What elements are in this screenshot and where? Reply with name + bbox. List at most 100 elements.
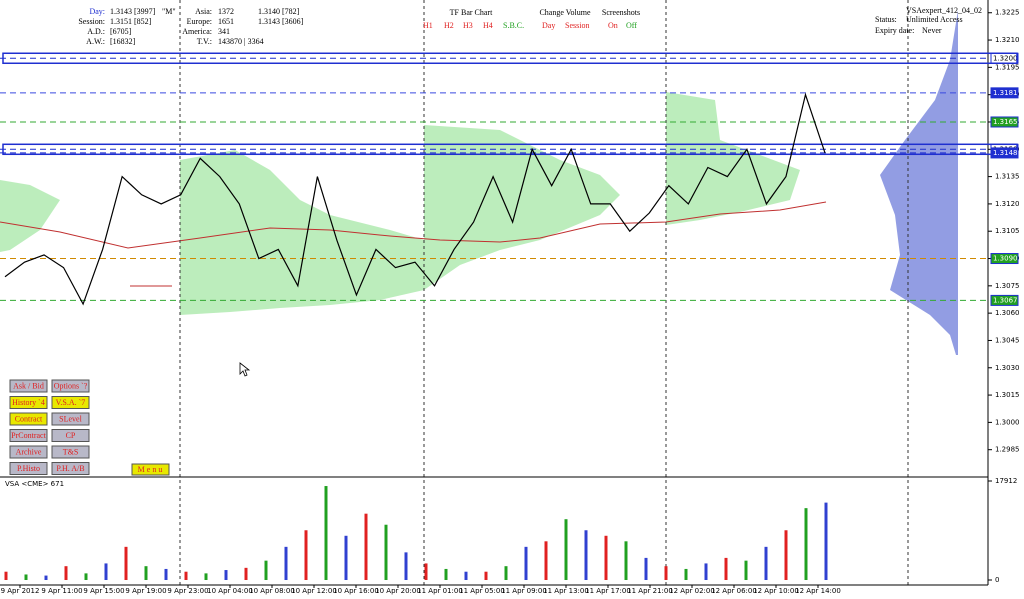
button-label[interactable]: P.Histo [17,464,40,473]
info-value: [16832] [110,37,136,46]
volume-bar [524,546,528,580]
volume-bar [264,560,268,580]
info-value: 1.3143 [3997] [110,7,156,16]
volume-bar [744,560,748,580]
button[interactable] [9,396,48,409]
expiry-label: Expiry date: [875,26,914,35]
volume-bar [84,573,88,580]
region-value: 1.3143 [3606] [258,17,304,26]
button-label[interactable]: Ask / Bid [13,381,44,390]
volume-bar [784,530,788,580]
screenshots-option[interactable]: On [608,21,618,30]
screenshots-option[interactable]: Off [626,21,637,30]
time-label: 12 Apr 06:00 [711,587,757,595]
level-zone [2,52,1018,65]
tf-option[interactable]: H1 [423,21,433,30]
volume-bar [804,508,808,580]
volume-profile-green [0,180,60,252]
controls: TF Bar Chart H1 H2 H3 H4 S.B.C. Change V… [423,8,640,30]
level-label: 1.3148 [993,149,1018,157]
volume-profile-green [424,125,620,290]
button[interactable] [9,462,48,475]
time-label: 12 Apr 02:00 [669,587,715,595]
time-label: 11 Apr 01:00 [417,587,463,595]
level-label: 1.3090 [993,255,1018,263]
moving-average [0,201,827,249]
tf-option[interactable]: S.B.C. [503,21,524,30]
volume-bar [144,566,148,580]
volume-bar [244,567,248,580]
button-label[interactable]: History `4 [12,398,45,407]
menu-button[interactable] [131,463,170,476]
time-label: 12 Apr 10:00 [753,587,799,595]
info-label: Day: [89,7,105,16]
volume-bar [64,566,68,580]
button-label[interactable]: Options `? [54,381,88,390]
info-value: 1.3151 [852] [110,17,152,26]
volume-bar [444,568,448,580]
volume-bar [504,566,508,580]
button[interactable] [9,412,48,426]
tf-option[interactable]: H4 [483,21,493,30]
button-panel: Ask / Bid Options `? History `4 V.S.A. `7 Co… [9,379,90,475]
button[interactable] [51,379,90,393]
button-label[interactable]: P.H. A/B [56,464,84,473]
level-box [990,294,1019,306]
button-label[interactable]: CP [66,431,76,440]
price-tick-label: 1.3060 [995,309,1020,317]
button-label[interactable]: SLevel [59,414,82,423]
time-label: 11 Apr 21:00 [627,587,673,595]
button[interactable] [51,412,90,426]
button[interactable] [51,462,90,475]
volume-bar [384,524,388,580]
button[interactable] [51,396,90,409]
volume-bar [204,573,208,580]
button-label[interactable]: Archive [16,447,42,456]
button-label[interactable]: Contract [15,414,43,423]
region-count: 143870 | 3364 [218,37,264,46]
button[interactable] [51,445,90,459]
price-tick-label: 1.3015 [995,391,1020,399]
button-label[interactable]: T&S [63,447,79,456]
button[interactable] [9,445,48,459]
volume-bar [484,571,488,580]
volume-bar [604,535,608,580]
level-box [990,253,1019,265]
volume-bar [44,575,48,580]
price-tick-label: 1.3210 [995,36,1020,44]
button[interactable] [9,429,48,442]
volume-bar [764,546,768,580]
volume-bar [644,557,648,580]
region-count: 341 [218,27,230,36]
time-label: 12 Apr 14:00 [795,587,841,595]
menu-label[interactable]: M e n u [138,465,163,474]
button[interactable] [9,379,48,393]
button[interactable] [51,429,90,442]
change-volume-option[interactable]: Session [565,21,589,30]
volume-profile-green [666,92,800,225]
info-panel: Day: 1.3143 [3997] "M" Session: 1.3151 [… [78,7,303,46]
volume-profile-green [180,150,424,315]
change-volume-title: Change Volume [539,8,590,17]
tf-option[interactable]: H2 [444,21,454,30]
time-label: 11 Apr 09:00 [501,587,547,595]
volume-tick-label: 0 [995,576,999,584]
price-tick-label: 1.3105 [995,227,1020,235]
license: VSAexpert_412_04_02 Status: Unlimited Ac… [875,6,982,35]
volume-profile-blue [880,10,958,355]
change-volume-option[interactable]: Day [542,21,555,30]
info-value: [6705] [110,27,132,36]
info-label: Session: [78,17,105,26]
status-value: Unlimited Access [906,15,963,24]
time-label: 10 Apr 16:00 [333,587,379,595]
region-count: 1651 [218,17,234,26]
volume-bar [464,571,468,580]
button-label[interactable]: V.S.A. `7 [56,398,86,407]
button-label[interactable]: PrContract [11,431,46,440]
tf-option[interactable]: H3 [463,21,473,30]
screenshots-title: Screenshots [602,8,640,17]
volume-bar [364,513,368,580]
region-label: T.V.: [197,37,212,46]
